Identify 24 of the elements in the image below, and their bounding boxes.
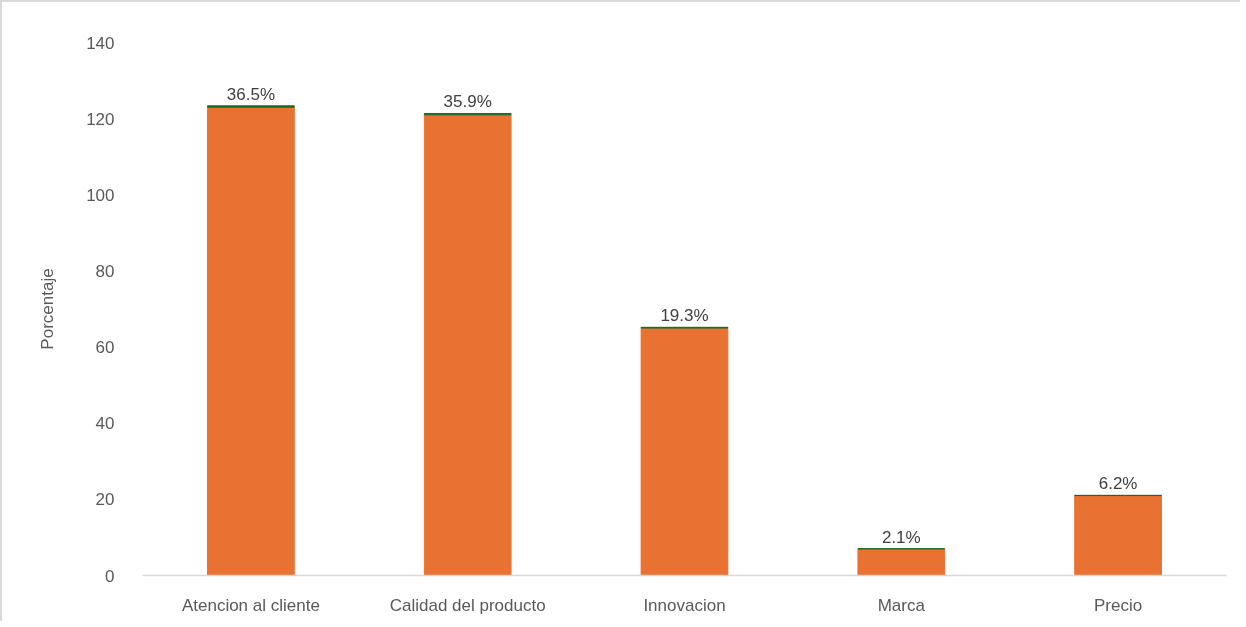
y-tick-label: 40	[95, 414, 115, 434]
x-tick-label: Precio	[1094, 595, 1143, 615]
data-label: 36.5%	[226, 84, 275, 104]
bar	[207, 106, 295, 576]
y-tick-label: 20	[95, 490, 115, 510]
y-tick-label: 120	[86, 109, 115, 129]
y-tick-label: 0	[105, 566, 115, 586]
y-axis-title: Porcentaje	[38, 268, 58, 350]
bar	[1074, 495, 1162, 576]
y-tick-label: 60	[95, 338, 115, 358]
bar	[857, 548, 946, 576]
y-tick-label: 140	[86, 33, 115, 53]
x-tick-label: Atencion al cliente	[181, 595, 320, 615]
y-tick-label: 100	[86, 185, 115, 205]
y-tick-label: 80	[95, 261, 115, 281]
bar	[640, 327, 729, 576]
data-label: 19.3%	[660, 306, 709, 326]
bar	[423, 114, 512, 576]
data-label: 6.2%	[1098, 474, 1138, 494]
x-tick-label: Calidad del producto	[389, 595, 546, 615]
x-tick-label: Marca	[877, 595, 926, 615]
x-tick-label: Innovacion	[643, 595, 726, 615]
data-label: 2.1%	[881, 527, 921, 547]
data-label: 35.9%	[443, 92, 492, 112]
